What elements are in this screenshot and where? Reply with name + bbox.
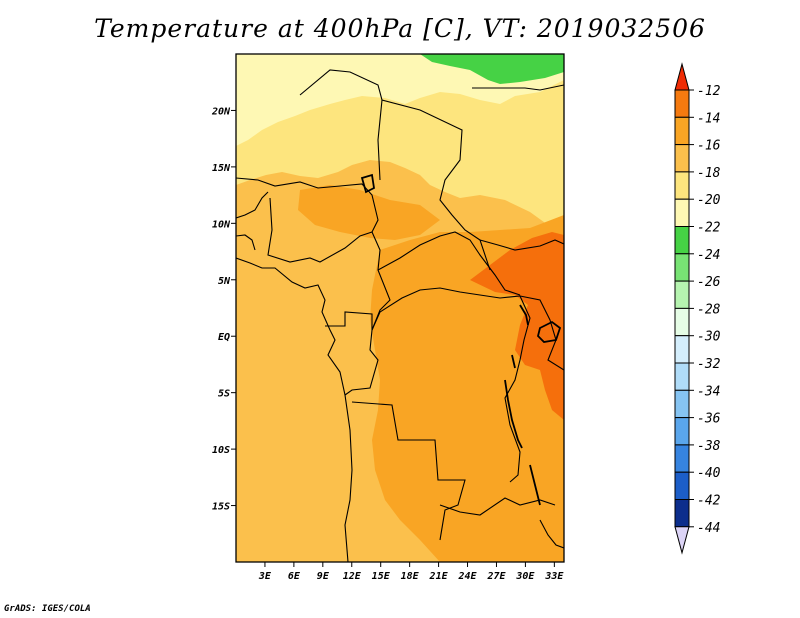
temperature-fill-west-ocean: [236, 250, 362, 562]
map-frame: [235, 53, 565, 563]
border-east-africa: [519, 295, 564, 371]
latitude-axis: 20N 15N 10N 5N EQ 5S 10S 15S: [211, 106, 236, 513]
colorbar-label: -24: [697, 248, 720, 263]
colorbar-label: -18: [697, 166, 721, 181]
colorbar-segment: [674, 389, 690, 419]
colorbar-label: -40: [697, 466, 721, 481]
colorbar-segment: [674, 144, 690, 173]
lake-albert: [519, 304, 529, 326]
temperature-fill-minus16-minus14: [370, 215, 564, 562]
colorbar-label: -34: [697, 384, 720, 399]
lon-tick-label: 3E: [258, 571, 272, 582]
lat-tick-label: 5N: [218, 276, 231, 287]
colorbar-segment: [674, 499, 690, 528]
lon-tick-label: 27E: [486, 571, 506, 582]
temperature-fill-minus14-minus12: [470, 232, 564, 420]
lake-kivu: [511, 354, 516, 369]
colorbar-segment: [674, 198, 690, 227]
lat-tick-label: 20N: [211, 106, 231, 117]
colorbar-label: -22: [697, 221, 721, 236]
border-sahel: [236, 177, 391, 331]
colorbar-segment: [674, 171, 690, 200]
lake-chad: [360, 173, 375, 194]
colorbar-segment: [674, 226, 690, 255]
border-zambia: [439, 497, 556, 516]
colorbar-label: -36: [697, 412, 721, 427]
lakes: [360, 173, 562, 506]
colorbar-label: -26: [697, 275, 721, 290]
colorbar-label: -30: [697, 330, 721, 345]
colorbar-bottom-arrow: [674, 526, 690, 555]
lon-tick-label: 33E: [544, 571, 564, 582]
colorbar-segment: [674, 362, 690, 391]
coastline-west-africa: [236, 257, 353, 562]
border-mozambique: [539, 519, 564, 549]
longitude-axis: 3E 6E 9E 12E 15E 18E 21E 24E 27E 30E 33E: [258, 562, 564, 582]
colorbar-segment: [674, 335, 690, 364]
lon-tick-label: 6E: [288, 571, 301, 582]
colorbar-segment: [674, 417, 690, 446]
lon-tick-label: 9E: [317, 571, 330, 582]
colorbar-label: -16: [697, 139, 721, 154]
border-car: [377, 231, 521, 296]
border-gabon: [325, 311, 379, 396]
colorbar-label: -44: [697, 521, 720, 536]
border-libya: [472, 84, 564, 91]
colorbar-top-arrow: [674, 62, 690, 91]
lat-tick-label: 5S: [218, 389, 230, 400]
colorbar-segment: [674, 89, 690, 118]
colorbar-label: -20: [697, 193, 721, 208]
temperature-fill-minus16-minus14-north: [298, 185, 440, 240]
colorbar-segment: [674, 471, 690, 501]
lon-tick-label: 15E: [372, 571, 391, 582]
lat-tick-label: EQ: [218, 332, 230, 343]
border-nigeria: [267, 197, 373, 263]
border-chad-north: [377, 99, 383, 181]
lake-tanganyika: [504, 379, 523, 449]
colorbar-label: -14: [697, 111, 720, 126]
temperature-field: [236, 54, 564, 562]
grads-credit: GrADS: IGES/COLA: [4, 604, 91, 614]
colorbar-label: -32: [697, 357, 721, 372]
lon-tick-label: 21E: [429, 571, 449, 582]
country-borders: [236, 69, 564, 562]
lon-tick-label: 12E: [343, 571, 362, 582]
lat-tick-label: 10S: [212, 445, 230, 456]
border-sudan: [479, 239, 564, 251]
colorbar-label: -38: [697, 439, 721, 454]
colorbar-segment: [674, 307, 690, 337]
colorbar: -12 -14 -16 -18 -20 -22 -24 -26 -28 -30 -32 -34 -36 -…: [674, 62, 721, 555]
border-sahara: [299, 69, 491, 271]
lat-tick-label: 15N: [212, 163, 231, 174]
temperature-fill-minus24-minus22: [420, 54, 564, 84]
colorbar-label: -28: [697, 302, 721, 317]
lon-tick-label: 30E: [515, 571, 535, 582]
colorbar-segment: [674, 280, 690, 309]
lat-tick-label: 15S: [212, 502, 230, 513]
lat-tick-label: 10N: [212, 219, 231, 230]
colorbar-label: -42: [697, 494, 721, 509]
lon-tick-label: 24E: [457, 571, 477, 582]
border-west-sahel: [236, 191, 269, 251]
colorbar-segment: [674, 444, 690, 473]
lake-malawi: [529, 464, 541, 506]
chart-title: Temperature at 400hPa [C], VT: 201903250…: [94, 14, 706, 43]
colorbar-label: -12: [697, 84, 721, 99]
lon-tick-label: 18E: [401, 571, 420, 582]
colorbar-segment: [674, 116, 690, 146]
lake-victoria: [537, 320, 562, 343]
colorbar-segment: [674, 253, 690, 282]
border-congo: [371, 287, 531, 483]
temperature-fill-minus22-minus20: [236, 54, 564, 146]
